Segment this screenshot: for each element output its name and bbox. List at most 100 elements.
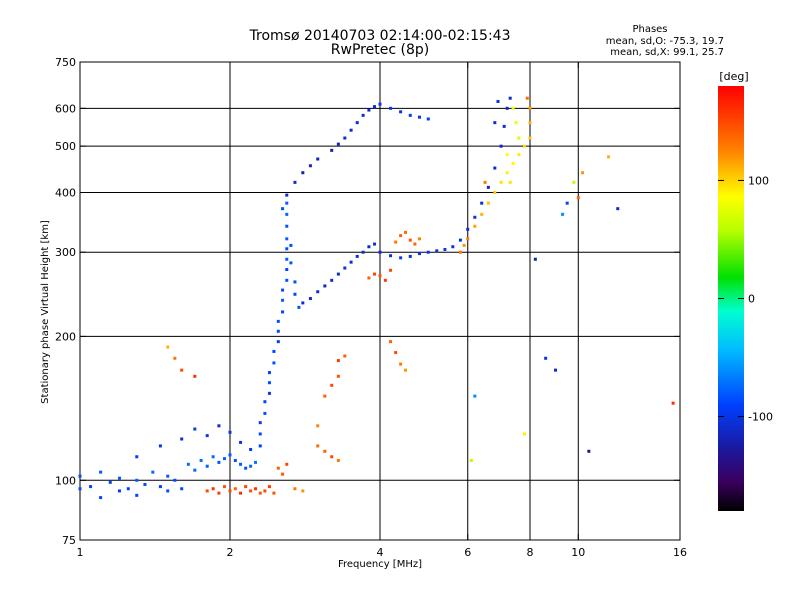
data-point [228,453,232,457]
data-point [466,227,470,231]
data-point [281,288,285,292]
data-point [443,247,447,251]
data-point [399,362,403,366]
data-point [272,349,276,353]
x-axis-ticks: 1 2 4 6 8 10 16 [77,62,687,559]
data-point [308,297,312,301]
data-point [289,243,293,247]
data-point [217,491,221,495]
data-point [316,290,320,294]
data-point [508,180,512,184]
data-point [193,427,197,431]
data-point [493,121,497,125]
data-point [383,278,387,282]
x-tick-label: 6 [464,546,471,559]
phases-x-stats: mean, sd,X: 99.1, 25.7 [610,47,724,58]
y-tick-label: 750 [55,56,76,69]
data-point [193,468,197,472]
data-point [483,180,487,184]
data-point [389,340,393,344]
data-point [211,487,215,491]
x-tick-label: 16 [673,546,687,559]
data-point [239,491,243,495]
data-point [499,180,503,184]
data-point [616,207,620,211]
data-point [469,458,473,462]
data-point [486,201,490,205]
data-point [285,268,289,272]
data-point [244,466,248,470]
data-point [301,489,305,493]
data-point [523,432,527,436]
data-point [367,245,371,249]
data-point [151,470,155,474]
data-point [99,496,103,500]
data-point [228,430,232,434]
data-point [253,460,257,464]
data-point [267,371,271,375]
data-point [308,164,312,168]
plot-area: 1 2 4 6 8 10 16 75 100 200 300 400 500 600 750 [55,56,687,559]
data-point [394,351,398,355]
data-point [217,460,221,464]
data-point [413,242,417,246]
data-point [285,257,289,261]
data-point [217,424,221,428]
colorbar-tick-label: -100 [748,411,773,424]
data-point [505,106,509,110]
y-tick-label: 600 [55,102,76,115]
data-point [173,356,177,360]
data-point [239,462,243,466]
data-point [505,171,509,175]
data-point [193,374,197,378]
data-point [403,368,407,372]
data-point [336,374,340,378]
x-tick-label: 10 [571,546,585,559]
data-point [135,478,139,482]
data-point [272,491,276,495]
x-tick-label: 2 [227,546,234,559]
data-point [343,266,347,270]
data-point [553,368,557,372]
data-point [285,193,289,197]
data-point [473,224,477,228]
data-point [166,345,170,349]
data-point [473,215,477,219]
data-point [272,361,276,365]
data-point [496,100,500,104]
data-point [276,340,280,344]
data-point [258,421,262,425]
data-point [572,180,576,184]
data-point [158,485,162,489]
data-point [126,487,130,491]
data-point [349,128,353,132]
data-point [399,110,403,114]
data-point [523,144,527,148]
data-point [458,250,462,254]
data-point [233,458,237,462]
y-tick-label: 400 [55,186,76,199]
data-point [336,272,340,276]
data-point [117,476,121,480]
data-point [343,354,347,358]
data-point [186,462,190,466]
colorbar-tick-label: 0 [748,293,755,306]
data-point [293,487,297,491]
data-point [267,485,271,489]
data-point [323,394,327,398]
data-point [544,356,548,360]
data-point [281,472,285,476]
data-point [349,260,353,264]
chart-title: Tromsø 20140703 02:14:00-02:15:43 [249,28,511,44]
data-point [108,480,112,484]
data-point [378,102,382,106]
data-point [205,464,209,468]
data-point [361,250,365,254]
data-point [399,256,403,260]
phases-heading: Phases [632,24,667,35]
data-point [285,224,289,228]
x-tick-label: 8 [527,546,534,559]
data-point [607,155,611,159]
data-point [135,455,139,459]
